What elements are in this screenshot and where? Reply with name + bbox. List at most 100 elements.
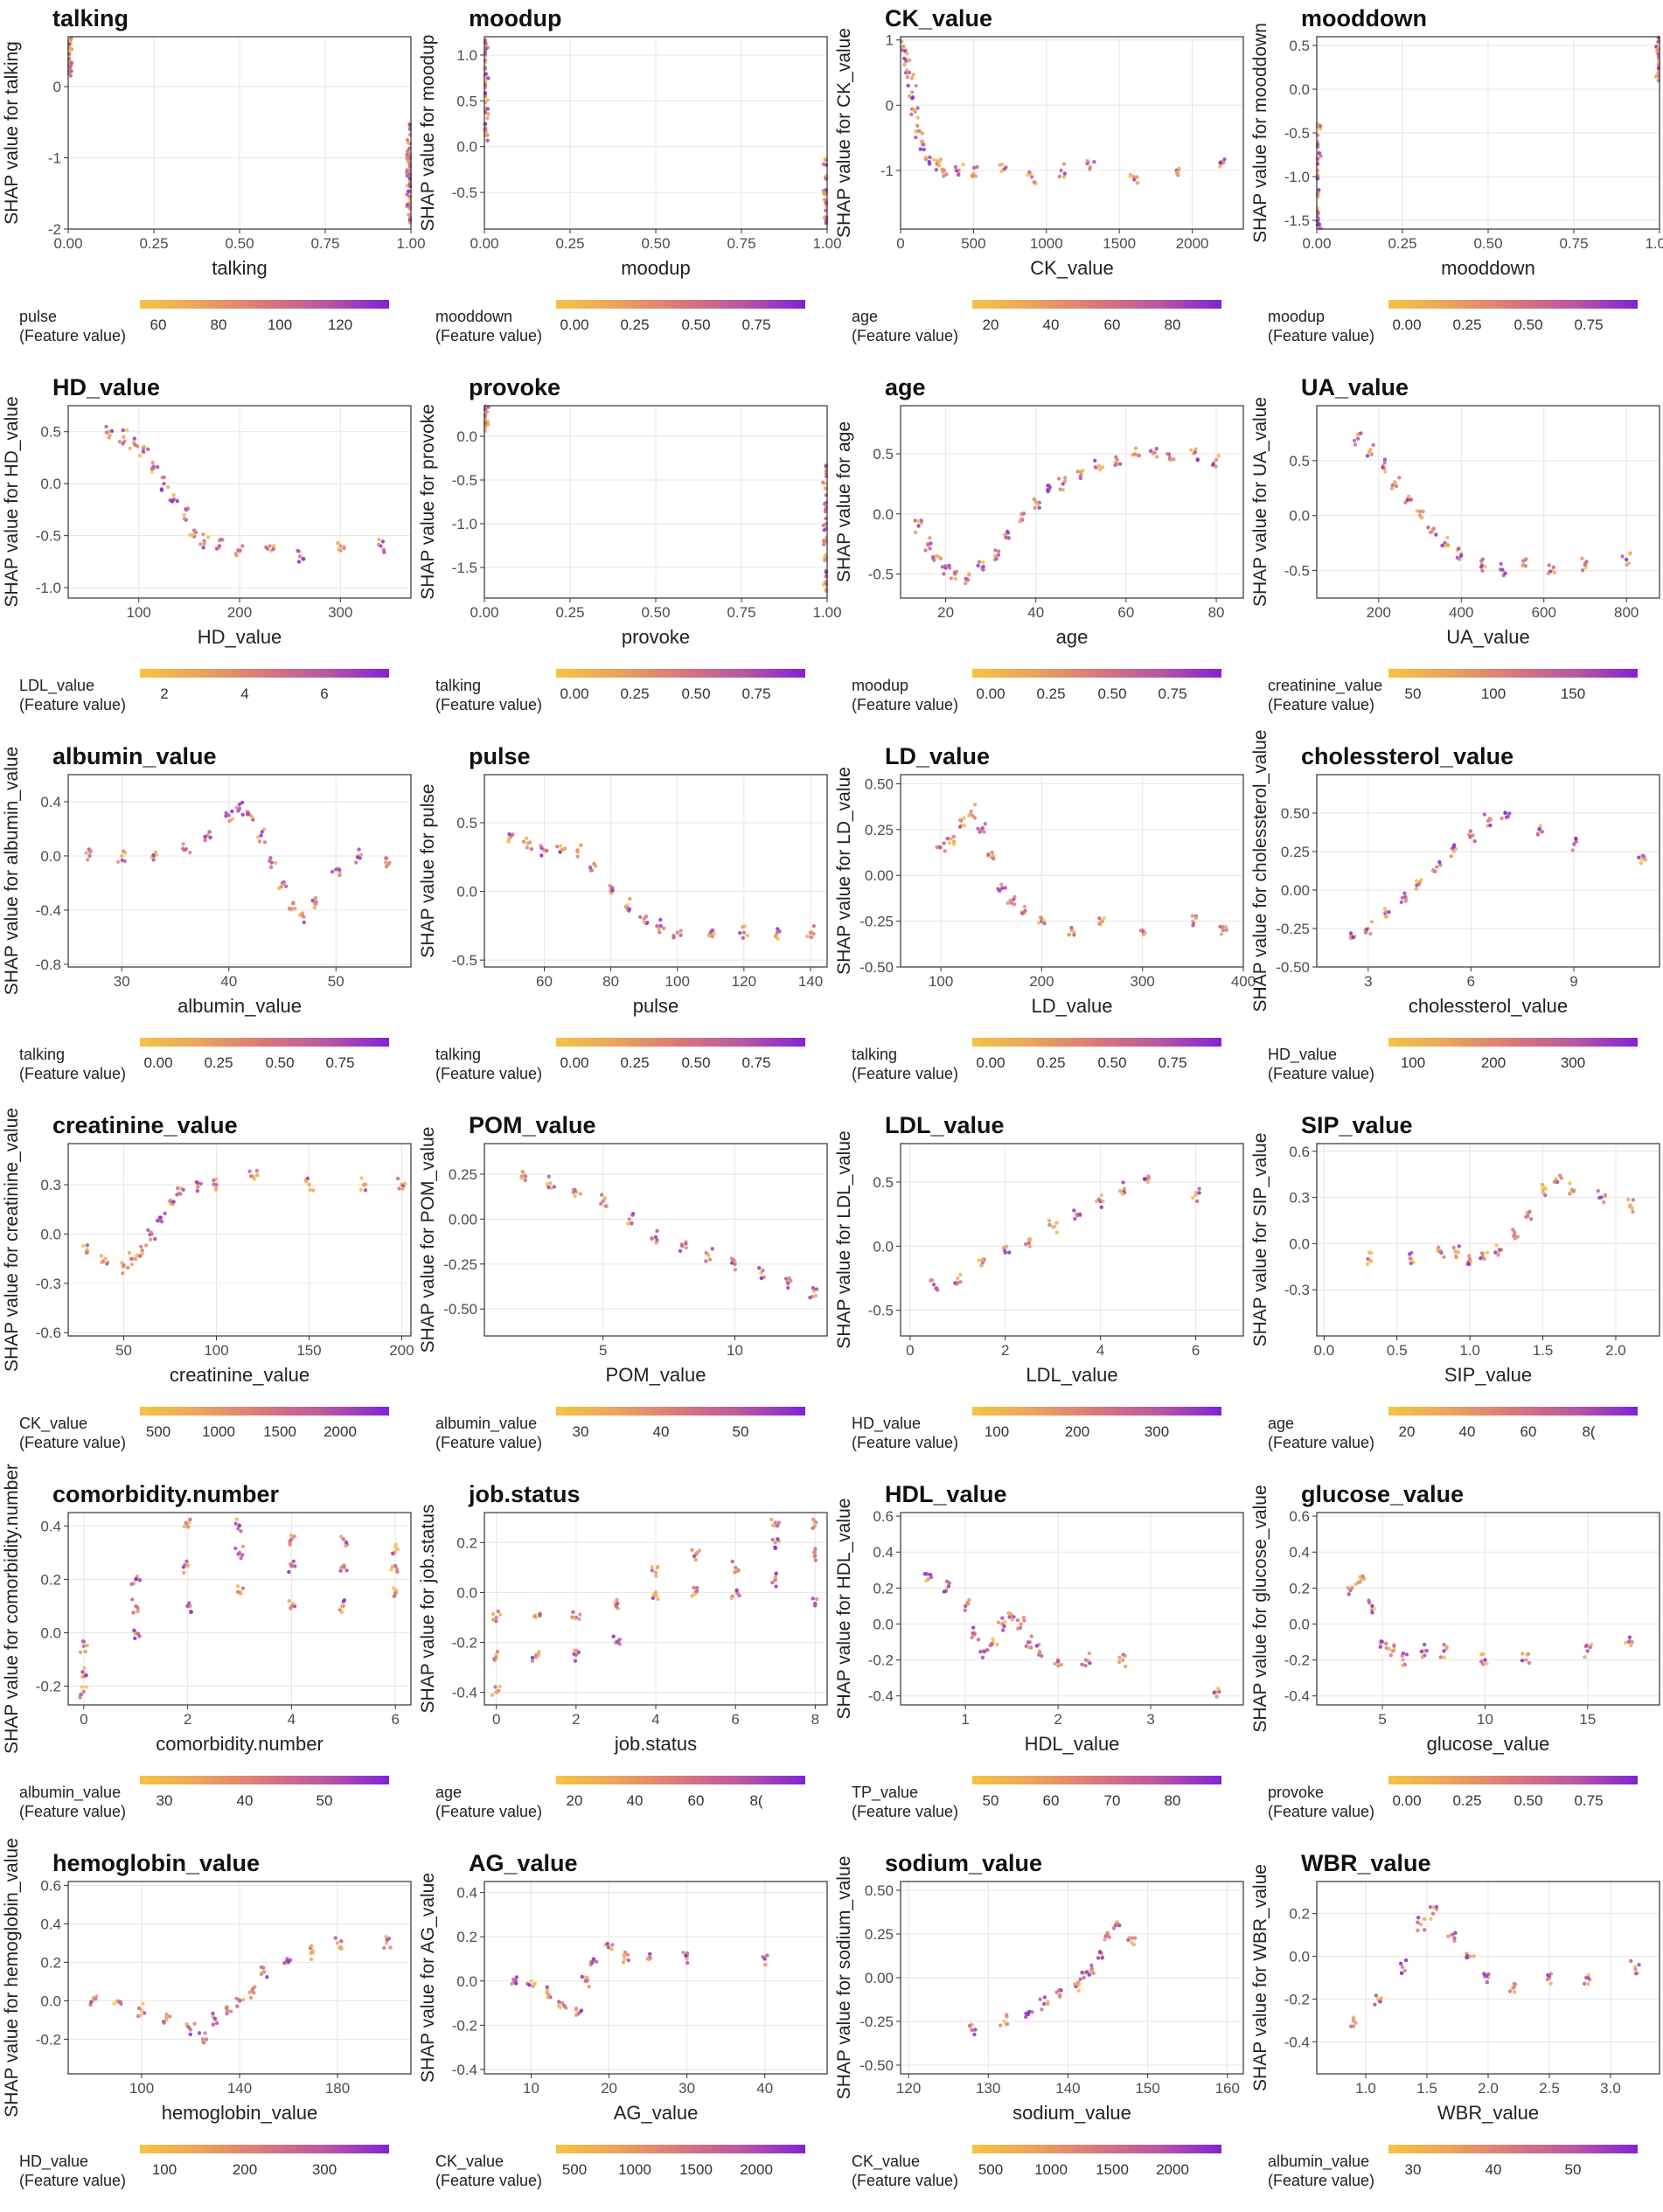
y-tick-label: 0.6 [1289,1144,1310,1160]
data-point-jitter [285,1957,289,1961]
data-point-jitter [342,546,346,551]
data-point-jitter [1434,532,1438,537]
data-point-jitter [1387,1646,1391,1652]
dependence-plot-ldl-value: LDL_value 0 2 4 6 -0.5 0.0 0.5 LDL_value SHAP val… [832,1107,1244,1474]
data-point-jitter [650,1564,654,1569]
data-point-jitter [964,581,968,586]
data-point-jitter [773,1576,778,1580]
data-point-jitter [405,170,409,175]
data-point-jitter [83,1649,87,1654]
dependence-plot-albumin-value: albumin_value 30 40 50 -0.8 -0.4 0.0 0.4 albumin… [0,738,412,1105]
data-point-jitter [69,60,74,66]
gridlines [900,37,1243,229]
data-point-jitter [1627,1204,1632,1209]
y-axis-label: SHAP value for job.status [418,1505,438,1714]
data-point-jitter [1012,894,1017,900]
data-point-jitter [823,192,827,197]
color-legend: HD_value (Feature value) 100 200 300 [832,1404,1243,1474]
data-point [1524,1658,1528,1662]
data-point-jitter [382,1945,386,1951]
data-point-jitter [1073,1216,1077,1221]
data-point-jitter [530,1655,535,1660]
data-point-jitter [1154,447,1159,451]
data-point-jitter [405,137,410,143]
data-point-jitter [1358,1575,1362,1579]
data-point-jitter [395,1547,400,1551]
data-point-jitter [611,1634,616,1638]
data-point-jitter [405,155,409,159]
plot-title: HD_value [52,374,160,400]
data-point-jitter [1399,900,1403,905]
data-point-jitter [1582,1981,1587,1986]
data-point-jitter [1620,554,1625,559]
legend-subtitle: (Feature value) [19,327,127,344]
data-point-jitter [1392,480,1397,484]
data-point-jitter [1193,447,1198,451]
data-point-jitter [774,1571,778,1576]
data-point-jitter [511,832,515,837]
data-point-jitter [240,1586,246,1590]
data-point [627,1217,631,1221]
data-point-jitter [484,409,490,414]
plot-title: talking [52,5,129,31]
data-point-jitter [337,867,342,873]
data-point-jitter [1019,517,1024,521]
legend-tick-label: 0.75 [1574,1792,1604,1809]
data-point-jitter [1083,1663,1088,1668]
data-point-jitter [1465,1954,1469,1958]
data-point-jitter [617,1638,622,1642]
data-point-jitter [1101,1199,1105,1204]
data-point-jitter [1059,1662,1064,1667]
legend-gradient-bar [556,1407,805,1416]
data-point-jitter [967,1597,971,1603]
data-point-jitter [1468,1259,1473,1263]
data-point-jitter [1655,49,1660,53]
data-point-jitter [1586,1982,1590,1986]
data-point-jitter [1197,1191,1201,1195]
y-axis-label: SHAP value for provoke [418,404,438,600]
data-point-jitter [1551,565,1556,569]
data-point-jitter [1087,1972,1091,1977]
legend-gradient-bar [972,1776,1221,1784]
y-tick-label: -0.25 [859,2014,894,2030]
legend-ticks: 100 200 300 [140,2161,389,2181]
y-tick-label: 0.2 [456,1534,477,1551]
y-tick-label: 0.2 [1289,1580,1310,1596]
legend-ticks: 0.00 0.25 0.50 0.75 [556,1054,805,1074]
data-point-jitter [1030,2010,1034,2014]
legend-subtitle: (Feature value) [1268,696,1375,713]
data-point [969,809,973,814]
legend-subtitle: (Feature value) [1268,1434,1375,1451]
y-axis-label: SHAP value for albumin_value [2,747,22,995]
data-point-jitter [923,155,929,160]
data-point-jitter [142,444,146,449]
data-point-jitter [614,1604,619,1609]
data-point-jitter [160,475,164,480]
data-point-jitter [934,168,938,172]
gridlines [1317,1144,1660,1336]
data-point-jitter [1016,1626,1020,1631]
data-point-jitter [1500,567,1505,572]
data-point-jitter [68,73,73,78]
x-tick-label: 200 [227,604,252,621]
data-point-jitter [168,2014,172,2019]
x-axis-label: LD_value [1032,995,1113,1017]
data-point-jitter [695,1585,699,1590]
data-point-jitter [638,915,643,919]
data-point-jitter [99,1254,104,1258]
plot-title: POM_value [469,1112,596,1138]
data-point-jitter [811,1517,816,1521]
data-point-jitter [1219,932,1224,936]
data-point-jitter [776,1524,780,1528]
data-point-jitter [186,1525,191,1529]
data-point [307,1182,311,1187]
data-point-jitter [965,1601,971,1605]
y-tick-label: 0.0 [873,1616,894,1632]
data-point-jitter [1047,1222,1052,1228]
x-tick-label: 30 [678,2080,695,2097]
legend-tick-label: 0.25 [1036,1054,1066,1071]
legend-subtitle: (Feature value) [852,1434,959,1451]
data-point-jitter [1433,869,1437,873]
gridlines [901,406,1243,598]
data-point-jitter [1061,162,1067,166]
